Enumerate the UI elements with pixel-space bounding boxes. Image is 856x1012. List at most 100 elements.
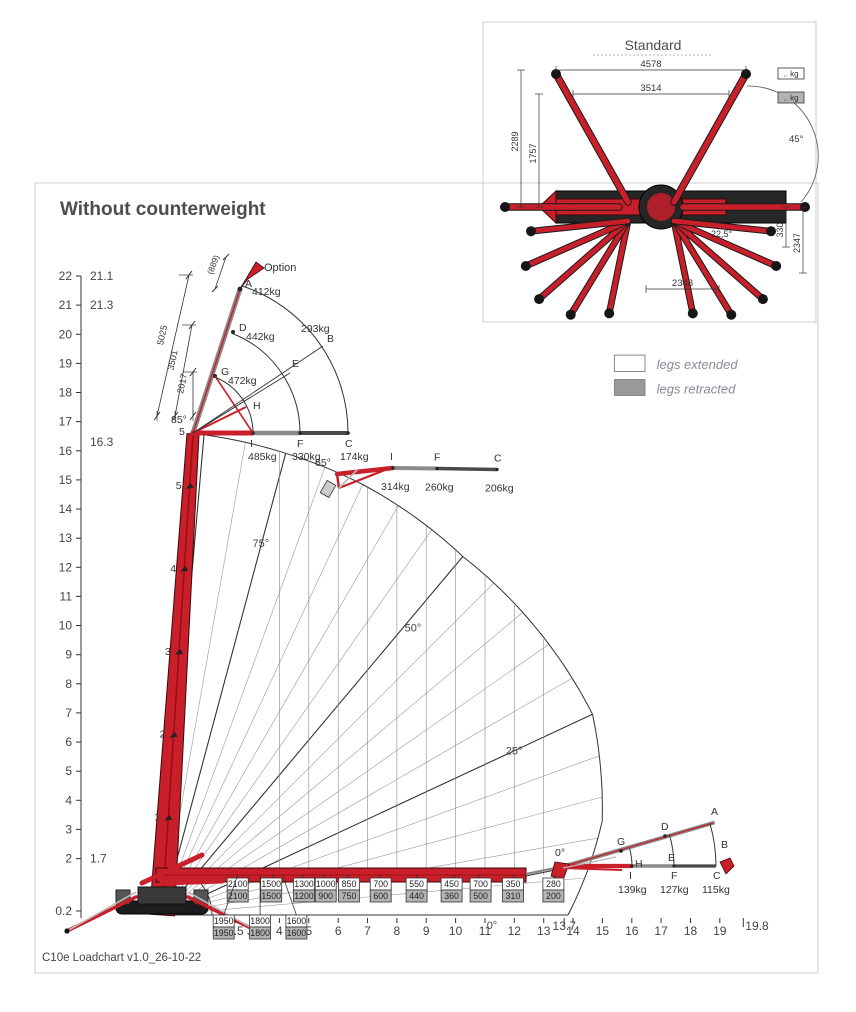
svg-text:10: 10	[449, 924, 463, 938]
svg-text:D: D	[661, 821, 669, 833]
svg-text:6: 6	[65, 735, 72, 749]
svg-text:50°: 50°	[405, 622, 422, 634]
svg-text:H: H	[635, 858, 643, 870]
svg-text:2289: 2289	[510, 131, 520, 151]
svg-text:139kg: 139kg	[618, 884, 647, 896]
svg-text:19: 19	[713, 924, 727, 938]
svg-text:4578: 4578	[640, 59, 661, 70]
svg-text:18: 18	[59, 386, 73, 400]
svg-text:4: 4	[276, 924, 283, 938]
svg-text:360: 360	[444, 891, 459, 901]
svg-text:900: 900	[318, 891, 333, 901]
svg-text:260kg: 260kg	[425, 482, 454, 494]
svg-text:3514: 3514	[640, 83, 661, 94]
svg-text:200: 200	[546, 891, 561, 901]
svg-text:440: 440	[409, 891, 424, 901]
svg-text:1500: 1500	[261, 879, 281, 889]
svg-text:19: 19	[59, 356, 73, 370]
svg-text:9: 9	[65, 648, 72, 662]
svg-text:350: 350	[506, 879, 521, 889]
svg-text:115kg: 115kg	[702, 884, 730, 896]
svg-text:F: F	[434, 452, 440, 464]
svg-text:75°: 75°	[253, 538, 270, 550]
svg-text:1.7: 1.7	[90, 852, 107, 866]
svg-text:5: 5	[179, 426, 185, 438]
svg-text:4: 4	[65, 793, 72, 807]
svg-text:700: 700	[373, 879, 388, 889]
svg-text:314kg: 314kg	[381, 481, 410, 493]
svg-text:C: C	[494, 453, 502, 465]
svg-text:5: 5	[65, 764, 72, 778]
svg-text:I: I	[629, 870, 632, 882]
svg-text:A: A	[245, 278, 252, 290]
svg-text:1800: 1800	[250, 928, 270, 938]
svg-text:G: G	[617, 836, 625, 848]
svg-text:legs retracted: legs retracted	[657, 382, 737, 397]
svg-text:127kg: 127kg	[660, 884, 689, 896]
svg-text:Standard: Standard	[625, 37, 682, 53]
svg-text:7: 7	[65, 706, 72, 720]
svg-text:15: 15	[596, 924, 610, 938]
svg-text:65°: 65°	[315, 457, 331, 469]
svg-text:22: 22	[59, 269, 73, 283]
svg-text:20: 20	[59, 327, 73, 341]
svg-text:15: 15	[59, 473, 73, 487]
svg-text:1950: 1950	[214, 916, 234, 926]
svg-text:500: 500	[473, 891, 488, 901]
svg-text:4: 4	[170, 563, 176, 575]
svg-text:1300: 1300	[294, 879, 314, 889]
svg-text:1600: 1600	[287, 916, 307, 926]
svg-text:45°: 45°	[789, 134, 804, 145]
svg-text:.. kg: .. kg	[783, 94, 798, 103]
svg-text:21: 21	[59, 298, 73, 312]
svg-text:.. kg: .. kg	[783, 70, 798, 79]
svg-text:13: 13	[537, 924, 551, 938]
svg-text:12: 12	[508, 924, 522, 938]
svg-text:1800: 1800	[250, 916, 270, 926]
svg-text:11: 11	[60, 589, 73, 603]
svg-text:18: 18	[684, 924, 698, 938]
svg-text:B: B	[721, 839, 728, 851]
svg-text:1: 1	[154, 812, 160, 824]
svg-text:2100: 2100	[228, 879, 248, 889]
svg-text:19.8: 19.8	[745, 919, 769, 933]
svg-text:2: 2	[160, 729, 166, 741]
svg-text:2347: 2347	[792, 233, 802, 253]
svg-text:472kg: 472kg	[228, 375, 257, 387]
svg-text:13.7: 13.7	[553, 919, 577, 933]
svg-text:1200: 1200	[294, 891, 314, 901]
svg-text:I: I	[250, 438, 253, 450]
svg-text:I: I	[390, 451, 393, 463]
svg-text:2348: 2348	[672, 278, 693, 289]
svg-text:600: 600	[373, 891, 388, 901]
svg-text:412kg: 412kg	[252, 286, 281, 298]
svg-text:450: 450	[444, 879, 459, 889]
svg-text:8: 8	[65, 677, 72, 691]
svg-text:2: 2	[65, 852, 72, 866]
svg-text:1500: 1500	[261, 891, 281, 901]
svg-text:1000: 1000	[316, 879, 336, 889]
svg-text:F: F	[297, 438, 303, 450]
svg-text:F: F	[671, 870, 677, 882]
svg-text:21.1: 21.1	[90, 269, 114, 283]
svg-text:206kg: 206kg	[485, 483, 514, 495]
svg-text:12: 12	[59, 560, 73, 574]
svg-text:3: 3	[165, 646, 171, 658]
svg-text:21.3: 21.3	[90, 298, 114, 312]
svg-text:Option: Option	[264, 262, 296, 274]
svg-text:0°: 0°	[555, 847, 565, 859]
svg-text:1950: 1950	[214, 928, 234, 938]
svg-text:13: 13	[59, 531, 73, 545]
svg-text:22,5°: 22,5°	[711, 229, 733, 239]
svg-text:1757: 1757	[528, 143, 538, 163]
svg-text:1600: 1600	[287, 928, 307, 938]
svg-text:174kg: 174kg	[340, 451, 369, 463]
svg-text:C: C	[713, 870, 721, 882]
svg-text:E: E	[668, 852, 675, 864]
svg-text:C10e Loadchart v1.0_26-10-22: C10e Loadchart v1.0_26-10-22	[42, 952, 201, 964]
svg-text:310: 310	[506, 891, 521, 901]
svg-text:850: 850	[342, 879, 357, 889]
svg-text:700: 700	[473, 879, 488, 889]
svg-text:16.3: 16.3	[90, 435, 114, 449]
svg-text:14: 14	[59, 502, 73, 516]
